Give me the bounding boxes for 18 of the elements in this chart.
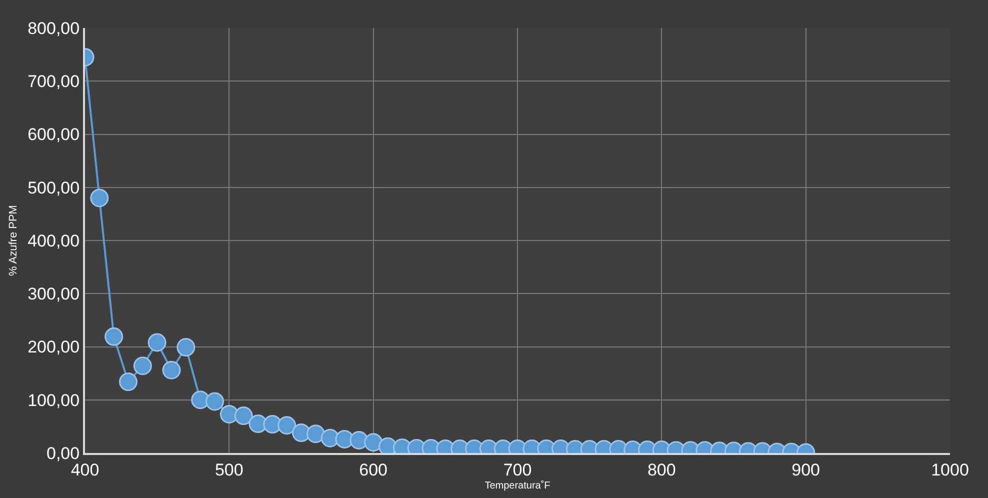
x-tick-label: 800 (647, 460, 676, 480)
x-axis-title: Temperatura˚F (484, 479, 550, 492)
y-tick-label: 300,00 (28, 284, 80, 304)
y-tick-label: 200,00 (28, 338, 80, 357)
y-tick-label: 100,00 (28, 390, 80, 410)
x-tick-label: 900 (792, 460, 820, 480)
y-tick-label: 700,00 (28, 72, 80, 92)
y-tick-label: 800,00 (28, 18, 80, 38)
x-tick-label: 700 (503, 460, 532, 480)
y-tick-label: 0,00 (46, 444, 80, 463)
y-axis-title: % Azufre PPM (8, 205, 20, 276)
y-tick-label: 500,00 (28, 178, 80, 198)
x-tick-label: 400 (70, 460, 100, 480)
x-tick-label: 500 (214, 460, 244, 480)
y-tick-label: 600,00 (28, 125, 80, 144)
x-tick-label: 1000 (931, 460, 969, 480)
x-tick-label: 600 (359, 460, 388, 480)
y-tick-label: 400,00 (28, 231, 80, 250)
